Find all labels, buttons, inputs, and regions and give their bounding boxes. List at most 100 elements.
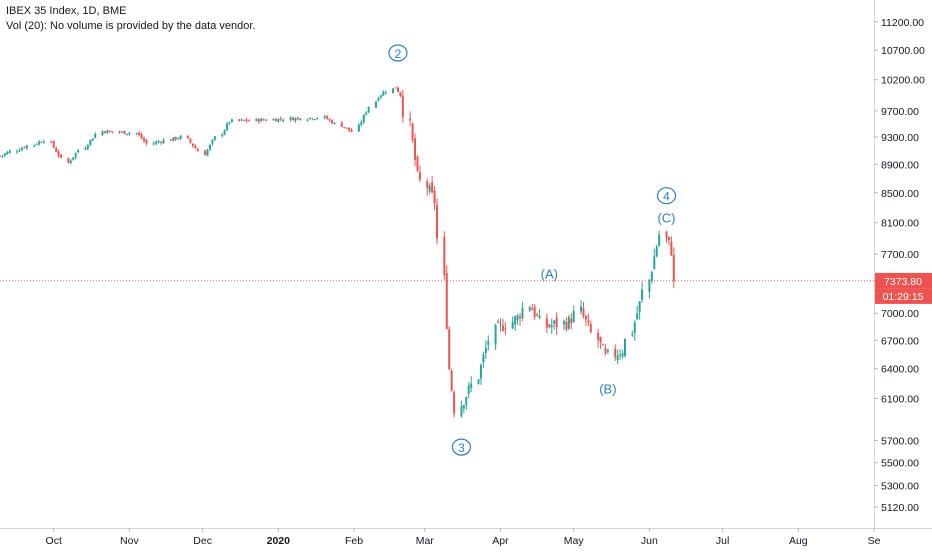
candle-body xyxy=(294,117,297,121)
candle-body xyxy=(479,364,482,379)
price-tick-label: 7000.00 xyxy=(881,308,919,320)
candle-body xyxy=(401,95,404,118)
candle-body xyxy=(597,332,600,340)
candle-body xyxy=(658,234,661,246)
candle-body xyxy=(360,122,363,126)
candle-body xyxy=(504,328,507,330)
price-tick-label: 9700.00 xyxy=(881,106,919,118)
candle-body xyxy=(243,119,246,121)
candle-body xyxy=(614,348,617,358)
last-price-badge xyxy=(875,272,932,289)
candle-body xyxy=(50,141,53,143)
candle-body xyxy=(580,306,583,312)
wave-label-c[interactable]: (C) xyxy=(657,210,675,225)
candle-body xyxy=(313,119,316,121)
wave-4-circle xyxy=(656,187,677,205)
candle-body xyxy=(396,87,399,93)
candle-body xyxy=(606,349,609,352)
candle-body xyxy=(260,118,263,122)
price-tick-label: 10700.00 xyxy=(881,45,925,57)
candle-body xyxy=(42,141,45,143)
candle-body xyxy=(394,87,397,89)
time-tick-label: Oct xyxy=(46,535,62,547)
candle-body xyxy=(306,119,309,121)
price-tick-label: 5700.00 xyxy=(881,436,919,448)
candle-body xyxy=(333,122,336,124)
candle-body xyxy=(326,116,329,120)
candle-body xyxy=(633,322,636,333)
candle-body xyxy=(191,143,194,147)
candle-body xyxy=(450,370,453,391)
price-tick-label: 8100.00 xyxy=(881,218,919,230)
candle-body xyxy=(296,117,299,119)
candle-body xyxy=(143,138,146,142)
price-tick-label: 7700.00 xyxy=(881,249,919,261)
candle-body xyxy=(226,123,229,130)
candle-body xyxy=(38,141,41,145)
candle-body xyxy=(179,135,182,140)
candle-body xyxy=(511,321,514,329)
candle-body xyxy=(548,324,551,327)
time-tick-label: Nov xyxy=(120,535,139,547)
candle-body xyxy=(125,133,128,135)
candle-body xyxy=(414,138,417,160)
candle-body xyxy=(365,112,368,115)
price-tick-label: 6700.00 xyxy=(881,335,919,347)
candle-body xyxy=(367,106,370,113)
candle-body xyxy=(384,92,387,94)
candle-body xyxy=(328,119,331,121)
candle-body xyxy=(521,308,524,319)
candle-body xyxy=(616,355,619,361)
time-tick-label: Jun xyxy=(641,535,658,547)
candle-body xyxy=(282,120,285,122)
price-tick-label: 5300.00 xyxy=(881,481,919,493)
wave-label-a[interactable]: (A) xyxy=(541,267,558,282)
candle-body xyxy=(208,144,211,150)
candle-body xyxy=(272,119,275,121)
candle-body xyxy=(108,131,111,133)
wave-label-4[interactable]: 4 xyxy=(663,190,670,204)
candle-body xyxy=(362,114,365,123)
candle-body xyxy=(155,141,158,144)
candle-body xyxy=(623,338,626,356)
candle-body xyxy=(562,320,565,325)
price-tick-label: 8500.00 xyxy=(881,188,919,200)
candle-body xyxy=(340,122,343,127)
candle-body xyxy=(35,144,38,146)
candle-body xyxy=(445,273,448,329)
wave-label-2[interactable]: 2 xyxy=(395,47,402,61)
candle-body xyxy=(602,344,605,346)
candle-body xyxy=(494,324,497,345)
symbol-title[interactable]: IBEX 35 Index, 1D, BME xyxy=(6,5,127,17)
candle-body xyxy=(470,383,473,388)
wave-label-3[interactable]: 3 xyxy=(458,441,465,455)
volume-indicator-label[interactable]: Vol (20): No volume is provided by the d… xyxy=(6,20,256,32)
candle-body xyxy=(140,134,143,139)
candle-body xyxy=(138,132,141,136)
time-tick-label: Apr xyxy=(492,535,509,547)
candle-body xyxy=(650,272,653,281)
time-tick-label: Jul xyxy=(716,535,729,547)
candle-body xyxy=(536,314,539,316)
candle-body xyxy=(157,141,160,143)
candle-body xyxy=(172,137,175,141)
candle-body xyxy=(25,145,28,149)
wave-label-b[interactable]: (B) xyxy=(599,381,616,396)
candle-body xyxy=(204,150,207,156)
candle-body xyxy=(221,134,224,136)
candle-body xyxy=(638,301,641,313)
candle-body xyxy=(460,406,463,417)
bar-countdown-label: 01:29:15 xyxy=(883,291,924,303)
candle-body xyxy=(453,392,456,414)
candle-body xyxy=(487,341,490,346)
candle-body xyxy=(186,135,189,139)
candle-body xyxy=(299,118,302,121)
candle-body xyxy=(436,205,438,239)
candle-body xyxy=(106,130,109,134)
candle-body xyxy=(118,131,121,133)
candle-body xyxy=(60,155,63,158)
candle-body xyxy=(279,118,282,120)
candle-body xyxy=(16,151,19,153)
